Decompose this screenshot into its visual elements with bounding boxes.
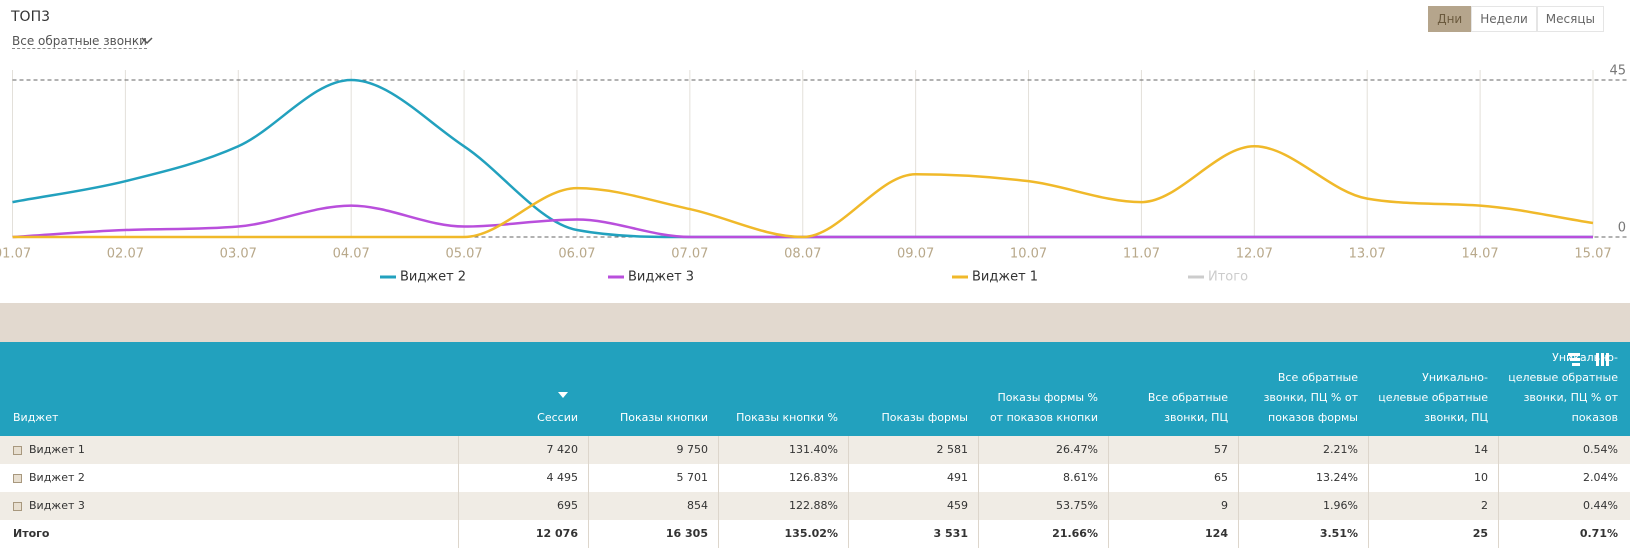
legend-label: Виджет 3 xyxy=(628,270,694,285)
table-tools[interactable] xyxy=(1567,352,1617,368)
y-tick-label: 45 xyxy=(1609,64,1626,79)
table-cell: 695 xyxy=(458,492,588,520)
x-tick-label: 03.07 xyxy=(220,247,257,262)
table-cell: 2.04% xyxy=(1498,464,1628,492)
chart: 01.07 02.07 03.07 04.07 05.07 06.07 07.07 08.07… xyxy=(0,64,1628,285)
x-tick-label: 11.07 xyxy=(1123,247,1160,262)
column-header: Показы формы xyxy=(881,411,968,424)
legend-item[interactable]: Виджет 3 xyxy=(608,270,694,285)
dropdown-chevron[interactable] xyxy=(141,37,153,45)
table-cell: 53.75% xyxy=(978,492,1108,520)
table-cell: 13.24% xyxy=(1238,464,1368,492)
expand-icon[interactable] xyxy=(13,446,22,455)
table-cell: 122.88% xyxy=(718,492,848,520)
table-cell: 10 xyxy=(1368,464,1498,492)
column-header: Уникально-целевые обратные звонки, ПЦ xyxy=(1378,371,1488,424)
widget-title: ТОП3 xyxy=(11,9,51,25)
table-cell: 0.44% xyxy=(1498,492,1628,520)
column-header: Все обратные звонки, ПЦ % от показов фор… xyxy=(1263,371,1358,424)
column-header: Виджет xyxy=(13,411,59,424)
column-header: Уникально-целевые обратные звонки, ПЦ % … xyxy=(1508,351,1618,424)
x-tick-label: 01.07 xyxy=(0,247,31,262)
table-cell: Виджет 1 xyxy=(29,443,85,456)
y-tick-label: 0 xyxy=(1618,221,1626,236)
x-tick-label: 04.07 xyxy=(333,247,370,262)
table-cell: 4 495 xyxy=(458,464,588,492)
x-tick-label: 05.07 xyxy=(445,247,482,262)
table-cell: 2.21% xyxy=(1238,436,1368,464)
table-cell: 131.40% xyxy=(718,436,848,464)
sort-arrow[interactable] xyxy=(558,392,568,398)
table-row: Виджет 2 4 495 5 701 126.83% 491 8.61% 65 13.24… xyxy=(0,464,1630,492)
table-cell: 7 420 xyxy=(458,436,588,464)
table-cell: 57 xyxy=(1108,436,1238,464)
table-cell: 8.61% xyxy=(978,464,1108,492)
table-cell: Виджет 2 xyxy=(29,471,85,484)
table-cell: 16 305 xyxy=(588,520,718,548)
table-row: Виджет 3 695 854 122.88% 459 53.75% 9 1.96% 2 0.4… xyxy=(0,492,1630,520)
column-header: Показы кнопки % xyxy=(736,411,838,424)
legend-item[interactable]: Виджет 2 xyxy=(380,270,466,285)
table-cell: 2 xyxy=(1368,492,1498,520)
legend-item[interactable]: Итого xyxy=(1188,270,1248,285)
table-cell: 1.96% xyxy=(1238,492,1368,520)
x-tick-label: 08.07 xyxy=(784,247,821,262)
table-cell: 126.83% xyxy=(718,464,848,492)
table-cell: 9 750 xyxy=(588,436,718,464)
legend-item[interactable]: Виджет 1 xyxy=(952,270,1038,285)
column-header: Все обратные звонки, ПЦ xyxy=(1147,391,1228,424)
period-button[interactable]: Месяцы xyxy=(1536,6,1604,32)
table-cell: 26.47% xyxy=(978,436,1108,464)
table-cell: 3.51% xyxy=(1238,520,1368,548)
table-cell: 459 xyxy=(848,492,978,520)
x-tick-label: 12.07 xyxy=(1236,247,1273,262)
table-cell: 2 581 xyxy=(848,436,978,464)
table-cell: 854 xyxy=(588,492,718,520)
x-tick-label: 10.07 xyxy=(1010,247,1047,262)
table-cell: Виджет 3 xyxy=(29,499,85,512)
table-cell: 21.66% xyxy=(978,520,1108,548)
x-tick-label: 02.07 xyxy=(107,247,144,262)
table-cell: 9 xyxy=(1108,492,1238,520)
table-cell: Итого xyxy=(13,527,50,540)
expand-icon[interactable] xyxy=(13,502,22,511)
table-cell: 135.02% xyxy=(718,520,848,548)
legend-label: Итого xyxy=(1208,270,1248,285)
x-tick-label: 07.07 xyxy=(671,247,708,262)
table-cell: 0.71% xyxy=(1498,520,1628,548)
table-cell: 491 xyxy=(848,464,978,492)
separator xyxy=(0,303,1630,342)
table-cell: 14 xyxy=(1368,436,1498,464)
table-cell: 5 701 xyxy=(588,464,718,492)
column-header: Показы кнопки xyxy=(620,411,708,424)
table-cell: 65 xyxy=(1108,464,1238,492)
period-button[interactable]: Недели xyxy=(1471,6,1537,32)
table-cell: 25 xyxy=(1368,520,1498,548)
period-button[interactable]: Дни xyxy=(1428,6,1472,32)
x-tick-label: 09.07 xyxy=(897,247,934,262)
filter-dropdown[interactable]: Все обратные звонки xyxy=(12,34,147,49)
table-row: Итого 12 076 16 305 135.02% 3 531 21.66% 124 3.… xyxy=(0,520,1630,548)
x-tick-label: 15.07 xyxy=(1574,247,1611,262)
table-cell: 124 xyxy=(1108,520,1238,548)
x-tick-label: 06.07 xyxy=(558,247,595,262)
expand-icon[interactable] xyxy=(13,474,22,483)
table-cell: 3 531 xyxy=(848,520,978,548)
table-cell: 0.54% xyxy=(1498,436,1628,464)
legend-label: Виджет 2 xyxy=(400,270,466,285)
table-header: Виджет Сессии Показы кнопки Показы кнопки %… xyxy=(0,342,1630,436)
legend-label: Виджет 1 xyxy=(972,270,1038,285)
x-tick-label: 14.07 xyxy=(1461,247,1498,262)
period-switch: Дни Недели Месяцы xyxy=(1428,6,1604,32)
table-row: Виджет 1 7 420 9 750 131.40% 2 581 26.47% 57 2.… xyxy=(0,436,1630,464)
column-header: Сессии xyxy=(537,411,578,424)
table-cell: 12 076 xyxy=(458,520,588,548)
x-tick-label: 13.07 xyxy=(1349,247,1386,262)
series-line xyxy=(12,145,1594,239)
column-header: Показы формы % от показов кнопки xyxy=(989,391,1098,424)
